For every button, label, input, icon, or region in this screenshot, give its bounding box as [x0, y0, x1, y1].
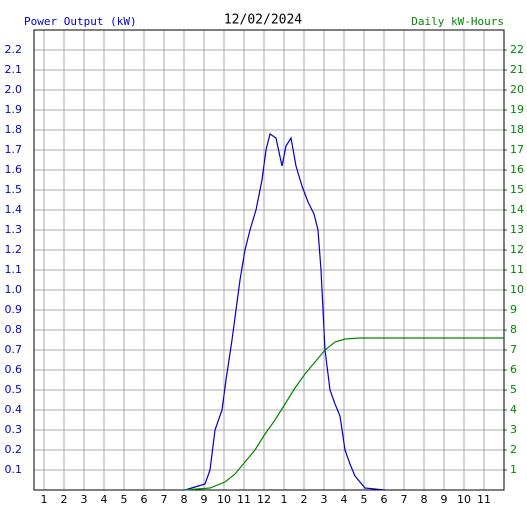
y2-tick-label: 18: [510, 123, 524, 136]
x-tick-label: 6: [141, 493, 148, 506]
series-line: [184, 337, 504, 491]
x-tick-label: 8: [421, 493, 428, 506]
y-tick-label: 1.4: [5, 203, 23, 216]
y-tick-label: 1.3: [5, 223, 23, 236]
y2-tick-label: 1: [510, 463, 517, 476]
x-tick-label: 10: [457, 493, 471, 506]
y2-axis-title: Daily kW-Hours: [411, 15, 504, 28]
x-tick-label: 5: [361, 493, 368, 506]
y-tick-label: 1.2: [5, 243, 23, 256]
y-tick-label: 0.4: [5, 403, 23, 416]
plot-area: [34, 30, 504, 490]
y-tick-label: 1.5: [5, 183, 23, 196]
y2-tick-label: 8: [510, 323, 517, 336]
y-tick-label: 2.0: [5, 83, 23, 96]
y2-tick-label: 7: [510, 343, 517, 356]
y2-tick-label: 19: [510, 103, 524, 116]
y2-tick-label: 21: [510, 63, 524, 76]
y2-tick-label: 17: [510, 143, 524, 156]
y2-tick-label: 13: [510, 223, 524, 236]
y-tick-label: 0.1: [5, 463, 23, 476]
x-tick-label: 9: [441, 493, 448, 506]
x-tick-label: 2: [301, 493, 308, 506]
plot-border: [33, 29, 505, 491]
x-tick-label: 7: [401, 493, 408, 506]
x-tick-label: 12: [257, 493, 271, 506]
y-tick-label: 1.7: [5, 143, 23, 156]
x-tick-label: 1: [41, 493, 48, 506]
y2-tick-label: 15: [510, 183, 524, 196]
y-tick-label: 1.8: [5, 123, 23, 136]
y2-tick-label: 4: [510, 403, 517, 416]
y-tick-label: 0.5: [5, 383, 23, 396]
x-tick-label: 3: [321, 493, 328, 506]
y2-tick-label: 22: [510, 43, 524, 56]
y2-tick-label: 9: [510, 303, 517, 316]
y-tick-label: 0.7: [5, 343, 23, 356]
y2-tick-label: 12: [510, 243, 524, 256]
y-tick-label: 0.2: [5, 443, 23, 456]
y-tick-label: 2.1: [5, 63, 23, 76]
y2-tick-label: 2: [510, 443, 517, 456]
y2-tick-label: 11: [510, 263, 524, 276]
x-tick-label: 1: [281, 493, 288, 506]
y2-tick-label: 5: [510, 383, 517, 396]
y-tick-label: 1.9: [5, 103, 23, 116]
x-tick-label: 2: [61, 493, 68, 506]
y2-tick-label: 14: [510, 203, 524, 216]
y-tick-label: 2.2: [5, 43, 23, 56]
y-tick-label: 0.6: [5, 363, 23, 376]
y-tick-label: 0.9: [5, 303, 23, 316]
x-tick-label: 4: [101, 493, 108, 506]
x-tick-label: 7: [161, 493, 168, 506]
x-tick-label: 11: [477, 493, 491, 506]
x-tick-label: 6: [381, 493, 388, 506]
y-tick-label: 1.0: [5, 283, 23, 296]
y-axis-title: Power Output (kW): [24, 15, 137, 28]
y-tick-label: 1.6: [5, 163, 23, 176]
y2-tick-label: 3: [510, 423, 517, 436]
chart-title: 12/02/2024: [224, 13, 302, 28]
y2-tick-label: 20: [510, 83, 524, 96]
x-tick-label: 10: [217, 493, 231, 506]
y-tick-label: 1.1: [5, 263, 23, 276]
series-line: [184, 133, 386, 491]
x-tick-label: 3: [81, 493, 88, 506]
y-tick-label: 0.8: [5, 323, 23, 336]
x-tick-label: 8: [181, 493, 188, 506]
y2-tick-label: 6: [510, 363, 517, 376]
x-tick-label: 9: [201, 493, 208, 506]
x-tick-label: 4: [341, 493, 348, 506]
y2-tick-label: 16: [510, 163, 524, 176]
x-tick-label: 5: [121, 493, 128, 506]
y2-tick-label: 10: [510, 283, 524, 296]
x-tick-label: 11: [237, 493, 251, 506]
y-tick-label: 0.3: [5, 423, 23, 436]
